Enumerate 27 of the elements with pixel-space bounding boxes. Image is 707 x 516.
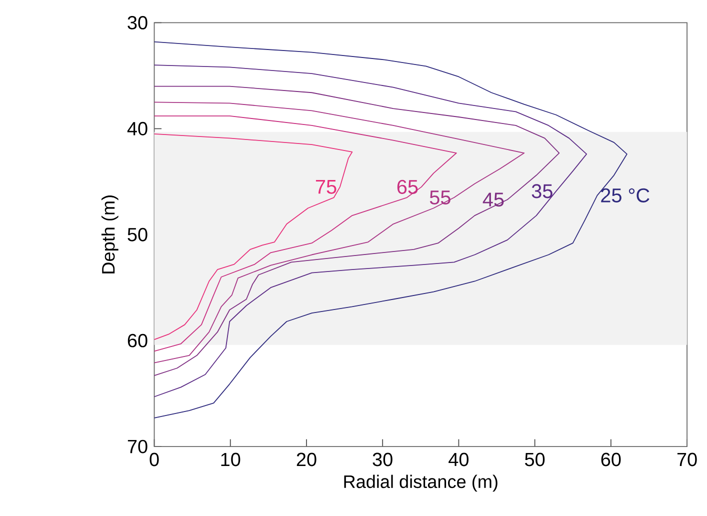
x-axis-title: Radial distance (m) <box>344 474 498 492</box>
series-label: 25 °C <box>601 188 650 202</box>
x-tick-label: 0 <box>150 452 159 466</box>
x-tick-label: 10 <box>221 452 240 466</box>
series-label: 45 <box>482 192 504 206</box>
x-tick-label: 30 <box>372 452 392 466</box>
series-label: 35 <box>532 184 552 198</box>
y-tick-label: 30 <box>128 16 148 30</box>
line-series <box>154 64 588 397</box>
y-axis-title: Depth (m) <box>101 195 118 274</box>
line-series <box>154 115 457 352</box>
series-label: 55 <box>430 190 450 204</box>
y-tick-label: 70 <box>128 440 148 454</box>
x-tick-label: 20 <box>296 452 316 466</box>
y-tick-label: 60 <box>128 334 148 348</box>
x-tick-label: 70 <box>677 452 697 466</box>
x-tick-label: 40 <box>448 452 469 466</box>
line-series <box>154 133 353 340</box>
line-series <box>154 41 628 418</box>
series-label: 65 <box>397 180 418 194</box>
line-series <box>154 102 525 364</box>
x-tick-label: 60 <box>601 452 621 466</box>
series-label: 75 <box>316 180 336 194</box>
x-tick-label: 50 <box>525 452 545 466</box>
y-tick-label: 50 <box>128 228 148 242</box>
y-tick-label: 40 <box>127 122 148 136</box>
line-series <box>154 86 560 376</box>
